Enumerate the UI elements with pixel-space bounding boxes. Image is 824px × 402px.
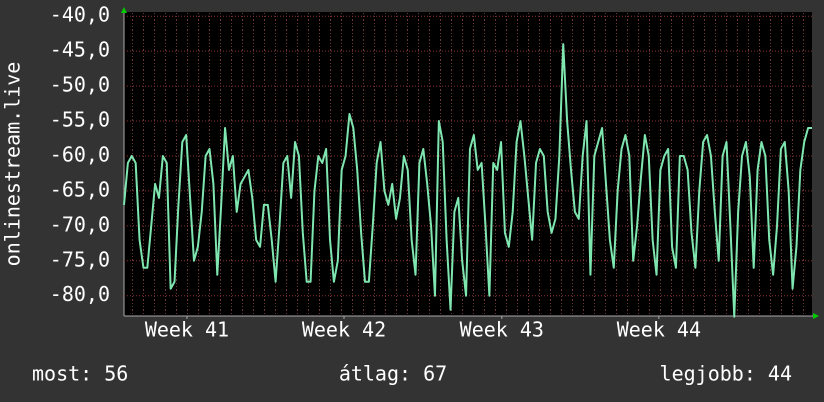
y-tick-label: -70,0 — [50, 212, 110, 236]
y-tick-label: -60,0 — [50, 142, 110, 166]
y-tick-label: -45,0 — [50, 38, 110, 62]
y-axis-label: onlinestream.live — [1, 62, 25, 267]
footer-best: legjobb: 44 — [660, 362, 792, 386]
y-tick-label: -40,0 — [50, 3, 110, 27]
minor-grid — [124, 12, 812, 316]
footer-current: most: 56 — [32, 362, 128, 386]
y-tick-label: -75,0 — [50, 247, 110, 271]
data-line — [123, 43, 812, 318]
axis-arrow — [813, 313, 819, 319]
x-tick-label: Week 44 — [617, 318, 701, 342]
x-tick-label: Week 41 — [145, 318, 229, 342]
y-tick-label: -55,0 — [50, 108, 110, 132]
y-tick-label: -80,0 — [50, 282, 110, 306]
footer-average: átlag: 67 — [339, 362, 447, 386]
y-tick-label: -65,0 — [50, 177, 110, 201]
y-tick-label: -50,0 — [50, 73, 110, 97]
x-tick-label: Week 42 — [302, 318, 386, 342]
x-tick-label: Week 43 — [460, 318, 544, 342]
axis-arrow — [121, 7, 127, 13]
